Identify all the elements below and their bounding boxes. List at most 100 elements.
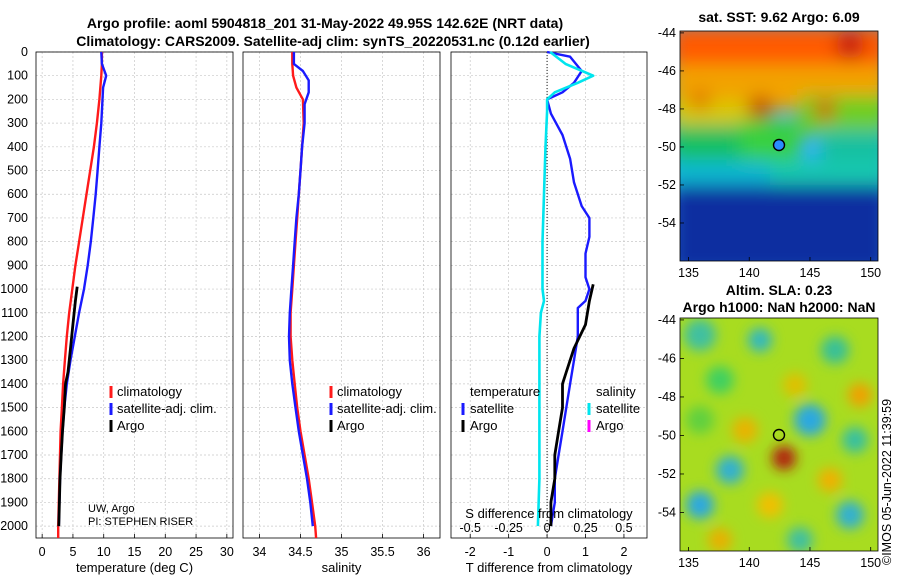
- y-tick-label: -44: [658, 26, 676, 40]
- sla-title: Altim. SLA: 0.23: [726, 282, 833, 298]
- x-tick-label: 36: [417, 545, 431, 559]
- sst-field: [680, 31, 878, 261]
- y-tick-label: -52: [658, 178, 676, 192]
- s-tick-label: 0: [544, 521, 551, 535]
- y-tick-label: 1400: [0, 377, 28, 391]
- plot-frame: [450, 51, 648, 539]
- salinity-panel: 34 34.5 35 35.5 36 salinity: [242, 51, 441, 575]
- y-tick-label: 2000: [0, 519, 28, 533]
- legend-sal-satellite: satellite: [596, 401, 640, 416]
- difference-panel: -2 -1 0 1 2T difference from climatology S di…: [450, 50, 648, 575]
- series-climatology-line: [57, 52, 104, 538]
- y-tick-label: -54: [658, 505, 676, 519]
- legend-temp-argo: Argo: [470, 418, 497, 433]
- x-tick-label: 135: [678, 556, 699, 570]
- y-tick-label: 100: [7, 69, 28, 83]
- series-argo-line: [57, 286, 79, 527]
- sst-map: sat. SST: 9.62 Argo: 6.09 135: [658, 9, 881, 280]
- y-tick-label: -50: [658, 140, 676, 154]
- s-tick-label: -0.25: [494, 521, 523, 535]
- series-temp-argo-line: [549, 283, 595, 527]
- y-tick-label: 1100: [1, 306, 28, 320]
- x-tick-label: 0: [39, 545, 46, 559]
- note-owner: UW, Argo: [88, 503, 134, 515]
- y-tick-label: 900: [7, 258, 28, 272]
- y-tick-label: -52: [658, 467, 676, 481]
- x-tick-label: 140: [739, 266, 760, 280]
- legend-argo: Argo: [117, 418, 144, 433]
- y-tick-label: 1900: [0, 495, 28, 509]
- y-tick-label: 1300: [0, 353, 28, 367]
- x-tick-label: 2: [620, 545, 627, 559]
- x-tick-label: 150: [860, 266, 881, 280]
- x-tick-label: 25: [189, 545, 203, 559]
- x-tick-label: 20: [158, 545, 172, 559]
- y-tick-label: 500: [7, 164, 28, 178]
- x-tick-label: 30: [220, 545, 234, 559]
- series-satellite-line: [287, 52, 314, 527]
- y-tick-label: 1600: [0, 424, 28, 438]
- legend-sal-argo: Argo: [596, 418, 623, 433]
- sla-map: Altim. SLA: 0.23 Argo h1000: NaN h2000: …: [658, 282, 881, 570]
- legend-satellite: satellite-adj. clim.: [337, 401, 437, 416]
- y-tick-label: -48: [658, 102, 676, 116]
- y-tick-label: -50: [658, 428, 676, 442]
- y-tick-label: 600: [7, 187, 28, 201]
- legend-heading-salinity: salinity: [596, 384, 636, 399]
- y-tick-label: 700: [7, 211, 28, 225]
- y-tick-label: -44: [658, 313, 676, 327]
- sla-field: [680, 318, 878, 551]
- s-tick-label: 0.5: [615, 521, 632, 535]
- x-tick-label: 5: [69, 545, 76, 559]
- x-tick-label: 135: [678, 266, 699, 280]
- s-tick-label: -0.5: [459, 521, 481, 535]
- legend-argo: Argo: [337, 418, 364, 433]
- y-tick-label: -48: [658, 390, 676, 404]
- x-tick-label: 34: [252, 545, 266, 559]
- timestamp: ©IMOS 05-Jun-2022 11:39:59: [880, 399, 894, 565]
- x-tick-label: 34.5: [288, 545, 312, 559]
- x-tick-label: -2: [465, 545, 476, 559]
- y-tick-label: 800: [7, 235, 28, 249]
- legend-temp-satellite: satellite: [470, 401, 514, 416]
- y-tick-label: 1500: [0, 401, 28, 415]
- difference-legend-salinity: salinity satellite Argo: [587, 384, 640, 433]
- x-tick-label: 140: [739, 556, 760, 570]
- temperature-legend: climatology satellite-adj. clim. Argo: [109, 384, 217, 433]
- x-axis-label-top: S difference from climatology: [465, 506, 633, 521]
- salinity-legend: climatology satellite-adj. clim. Argo: [329, 384, 437, 433]
- x-axis-label: T difference from climatology: [466, 560, 633, 575]
- y-tick-label: -46: [658, 351, 676, 365]
- x-tick-label: 10: [97, 545, 111, 559]
- sla-argo-marker: [772, 428, 786, 442]
- legend-climatology: climatology: [337, 384, 403, 399]
- x-tick-label: 150: [860, 556, 881, 570]
- x-tick-label: 35: [335, 545, 349, 559]
- y-tick-label: 0: [21, 45, 28, 59]
- x-axis-label: salinity: [322, 560, 362, 575]
- y-tick-label: 200: [7, 92, 28, 106]
- sla-subtitle: Argo h1000: NaN h2000: NaN: [683, 299, 876, 315]
- y-tick-label: -46: [658, 64, 676, 78]
- y-tick-label: 1000: [0, 282, 28, 296]
- sst-argo-marker: [772, 138, 786, 152]
- y-tick-label: 1200: [0, 329, 28, 343]
- series-temp-satellite-line: [545, 50, 591, 527]
- x-tick-label: 15: [128, 545, 142, 559]
- y-tick-label: -54: [658, 216, 676, 230]
- x-tick-label: 0: [544, 545, 551, 559]
- x-tick-label: 35.5: [370, 545, 394, 559]
- x-tick-label: 1: [582, 545, 589, 559]
- note-pi: PI: STEPHEN RISER: [88, 516, 193, 528]
- x-tick-label: 145: [800, 556, 821, 570]
- s-tick-label: 0.25: [573, 521, 597, 535]
- difference-legend-temperature: temperature satellite Argo: [461, 384, 540, 433]
- title-line-2: Climatology: CARS2009. Satellite-adj cli…: [76, 33, 590, 49]
- legend-climatology: climatology: [117, 384, 183, 399]
- title-line-1: Argo profile: aoml 5904818_201 31-May-20…: [87, 15, 563, 31]
- y-tick-label: 1700: [0, 448, 28, 462]
- series-sal-satellite-line: [536, 50, 595, 527]
- y-tick-label: 300: [7, 116, 28, 130]
- legend-heading-temperature: temperature: [470, 384, 540, 399]
